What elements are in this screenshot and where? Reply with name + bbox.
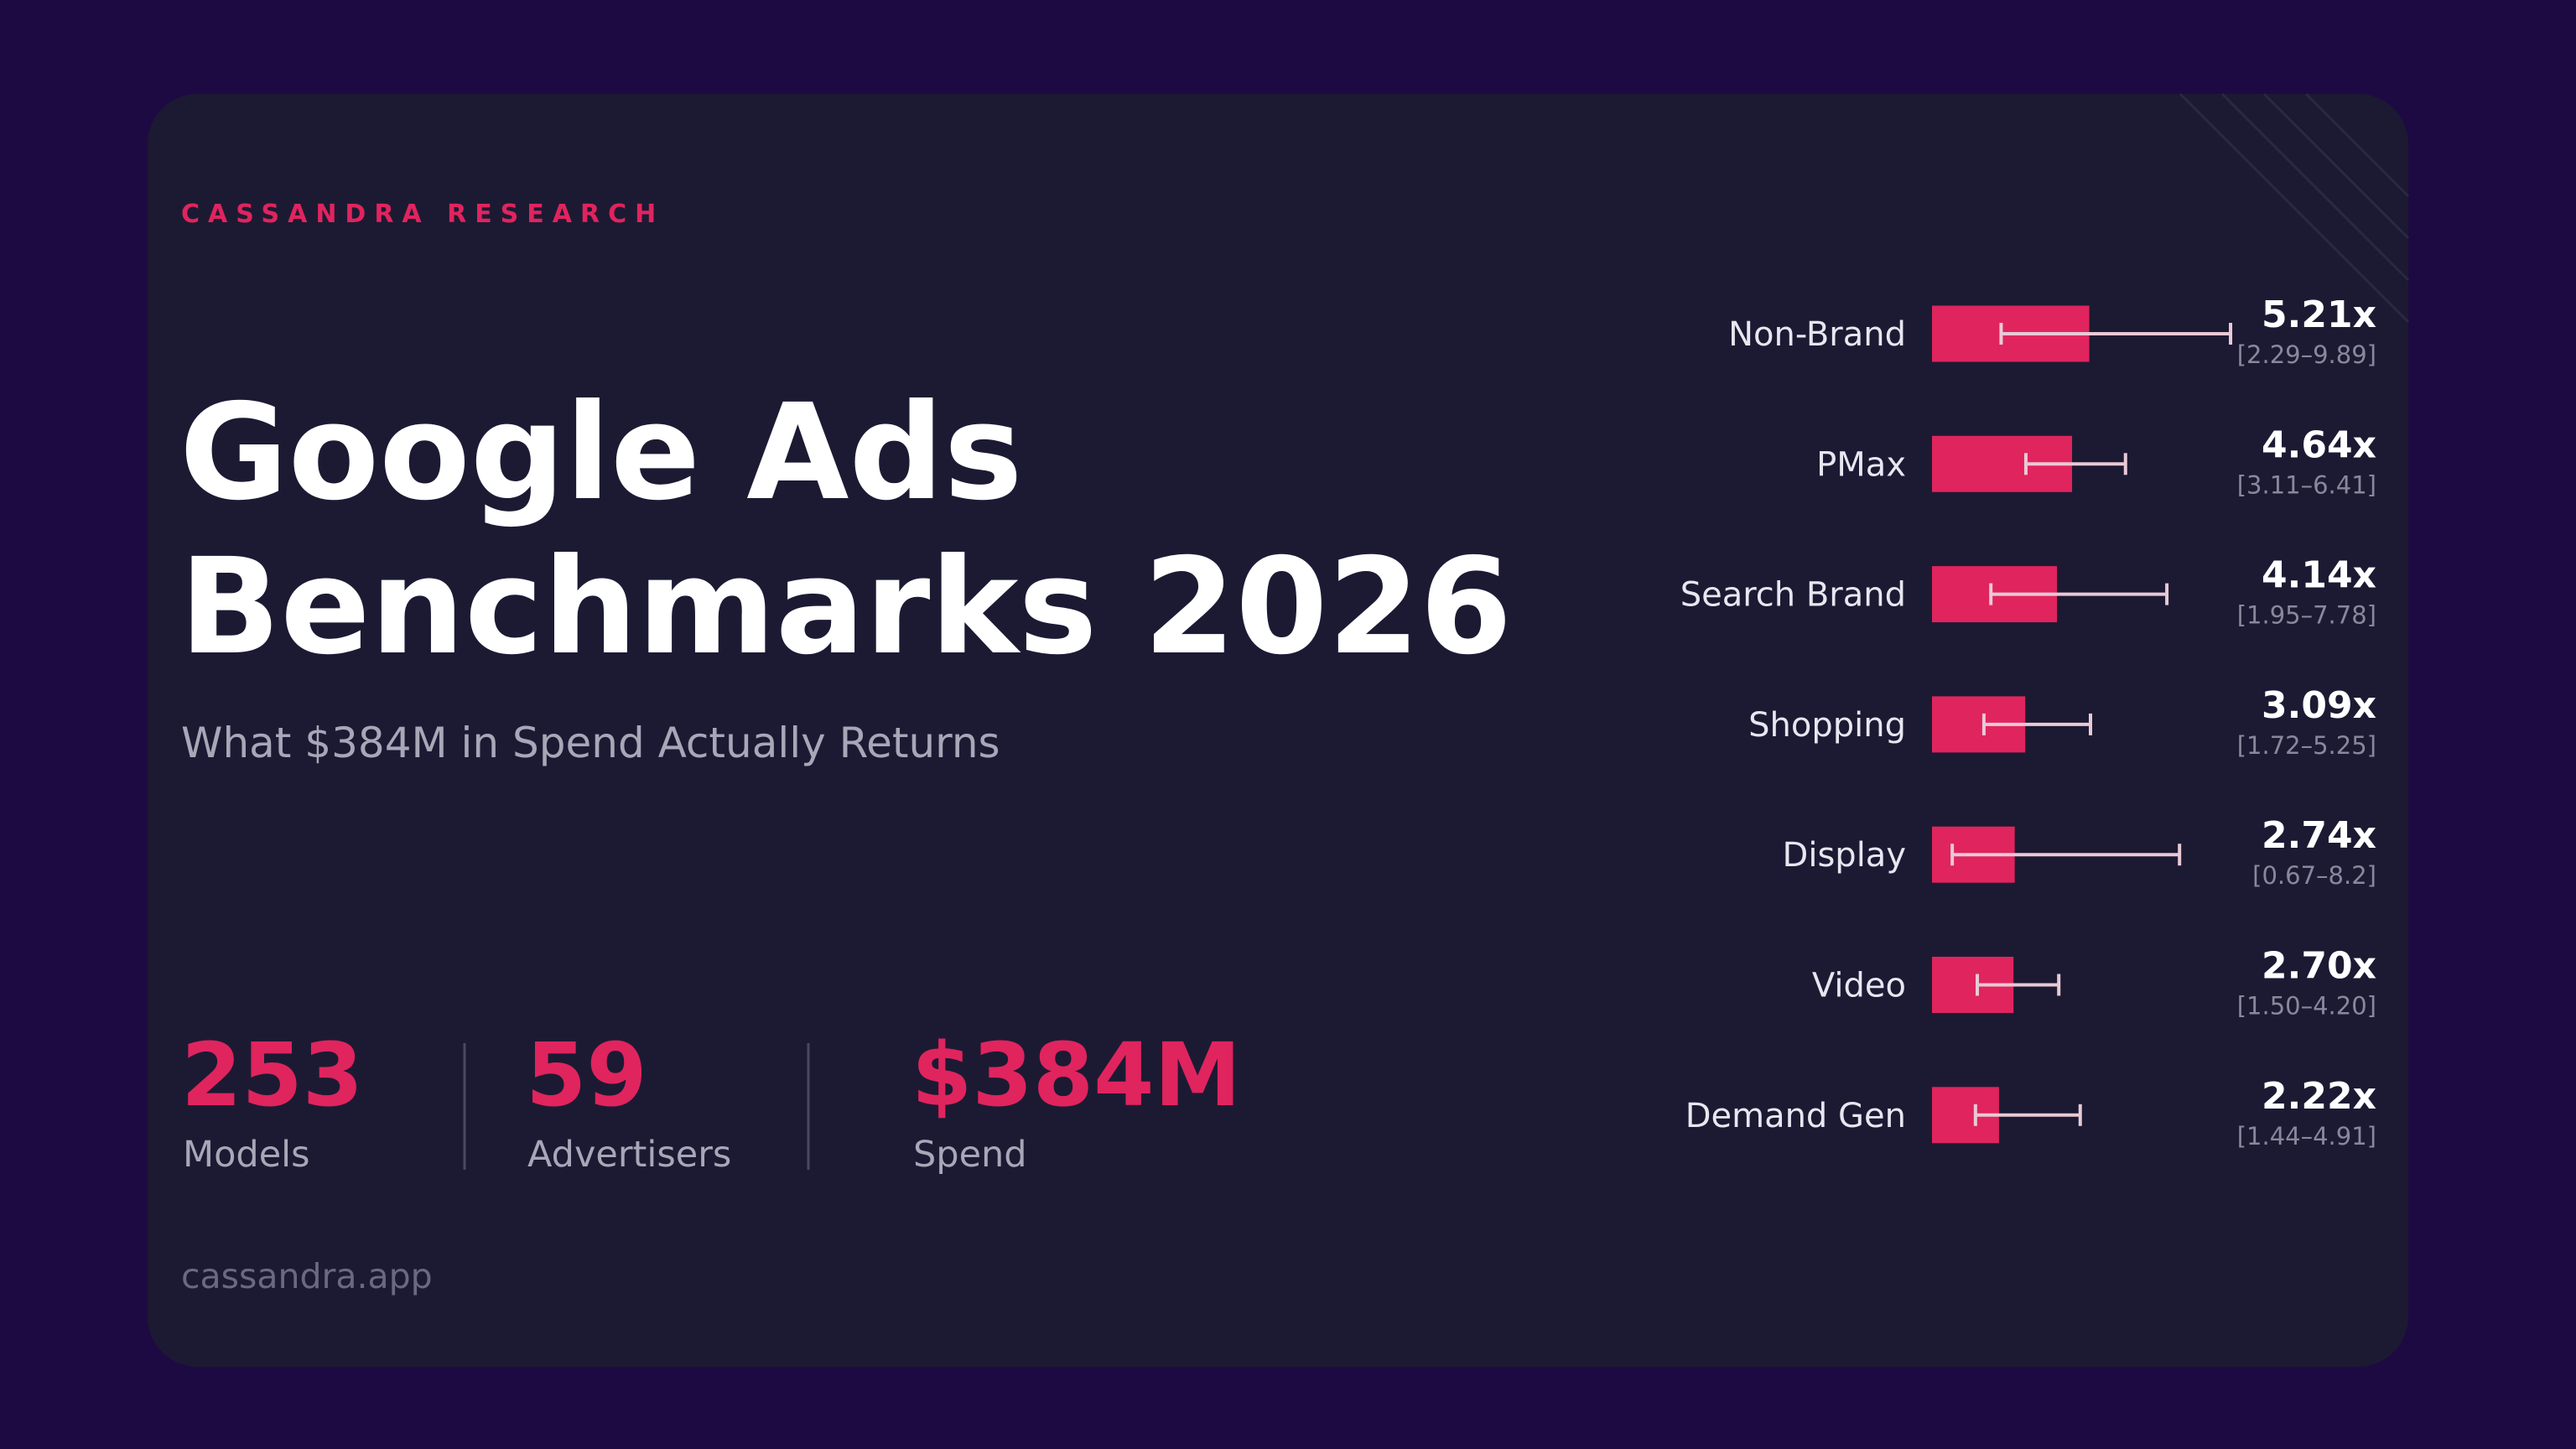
subtitle: What $384M in Spend Actually Returns: [181, 719, 1000, 767]
category-label: Display: [1783, 836, 1906, 875]
value-label: 5.21x: [2262, 293, 2376, 336]
stat-label: Advertisers: [527, 1134, 731, 1176]
title-line: Google Ads: [179, 376, 1023, 530]
stat-value: 253: [181, 1024, 363, 1126]
value-label: 4.14x: [2262, 554, 2376, 597]
value-label: 2.22x: [2262, 1075, 2376, 1118]
card: [148, 94, 2408, 1367]
category-label: Demand Gen: [1685, 1097, 1906, 1135]
category-label: Non-Brand: [1728, 315, 1906, 354]
chart: Non-Brand 5.21x [2.29–9.89] PMax 4.64x [3.11–…: [1680, 293, 2376, 1150]
category-label: PMax: [1816, 445, 1906, 484]
corner-stripes: [2179, 92, 2410, 324]
brand: CASSANDRA RESEARCH: [181, 200, 664, 229]
interval-label: [3.11–6.41]: [2237, 470, 2376, 499]
stat-label: Spend: [913, 1134, 1027, 1176]
stat-value: $384M: [911, 1024, 1241, 1126]
value-label: 4.64x: [2262, 423, 2376, 466]
category-label: Shopping: [1748, 706, 1906, 745]
value-label: 3.09x: [2262, 684, 2376, 727]
interval-label: [1.44–4.91]: [2237, 1122, 2376, 1150]
value-label: 2.70x: [2262, 945, 2376, 988]
interval-label: [1.72–5.25]: [2237, 731, 2376, 760]
stat-value: 59: [526, 1024, 647, 1126]
interval-label: [0.67–8.2]: [2252, 861, 2376, 890]
stat-label: Models: [183, 1134, 310, 1176]
value-label: 2.74x: [2262, 814, 2376, 857]
stats: 253 Models 59 Advertisers $384M Spend: [181, 1024, 1241, 1176]
title-line: Benchmarks 2026: [179, 530, 1512, 684]
category-label: Search Brand: [1680, 576, 1906, 615]
interval-label: [1.95–7.78]: [2237, 601, 2376, 630]
interval-label: [1.50–4.20]: [2237, 992, 2376, 1021]
footer: cassandra.app: [181, 1256, 433, 1296]
interval-label: [2.29–9.89]: [2237, 340, 2376, 369]
category-label: Video: [1812, 967, 1906, 1005]
